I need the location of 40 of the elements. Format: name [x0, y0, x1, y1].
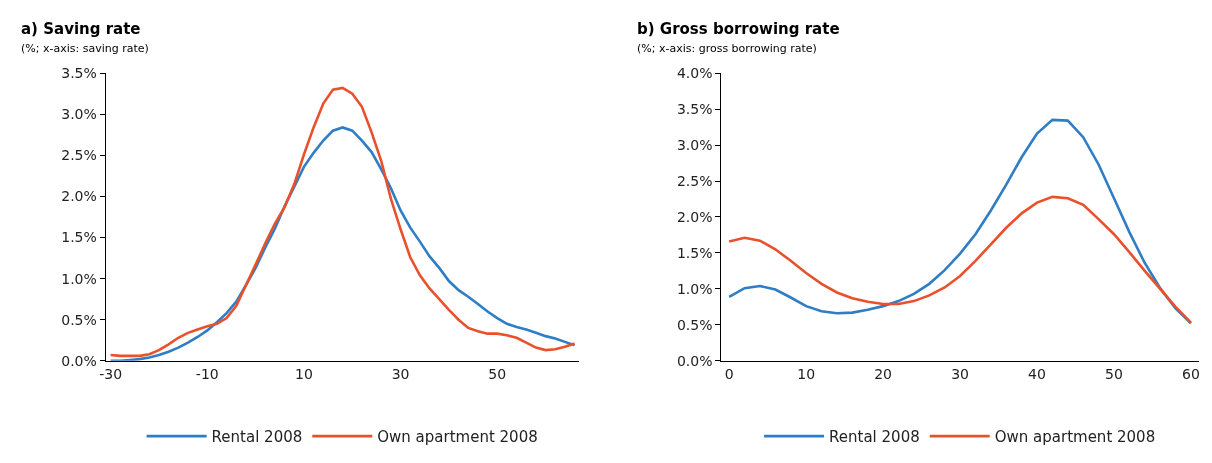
- y-tick-label: 1.0%: [676, 280, 713, 297]
- chart-subtitle: (%; x-axis: gross borrowing rate): [637, 42, 817, 55]
- y-tick-label: 2.0%: [676, 208, 713, 225]
- x-tick-label: 30: [391, 365, 410, 382]
- x-tick-label: -10: [195, 365, 219, 382]
- y-tick-label: 0.0%: [61, 352, 97, 369]
- x-tick-label: 40: [1028, 365, 1046, 382]
- y-tick-label: 3.0%: [676, 136, 713, 153]
- y-tick-label: 0.5%: [676, 316, 713, 333]
- legend-label: Own apartment 2008: [994, 427, 1156, 446]
- y-tick-label: 4.0%: [676, 65, 713, 82]
- y-tick-label: 2.5%: [61, 147, 97, 164]
- y-tick-label: 3.0%: [61, 106, 97, 123]
- chart-title: a) Saving rate: [21, 20, 141, 38]
- y-tick-label: 1.5%: [61, 229, 97, 246]
- line-series: [727, 195, 1193, 324]
- x-tick-label: 0: [724, 365, 734, 382]
- x-tick-label: 60: [1182, 365, 1200, 382]
- chart-title: b) Gross borrowing rate: [637, 20, 840, 38]
- y-tick-label: 3.5%: [676, 101, 713, 118]
- y-tick-label: 1.0%: [61, 270, 97, 287]
- x-tick-label: 30: [951, 365, 969, 382]
- x-tick-label: 20: [874, 365, 893, 382]
- x-tick-label: 10: [797, 365, 816, 382]
- y-tick-label: 3.5%: [61, 65, 97, 82]
- y-tick-label: 0.5%: [61, 311, 97, 328]
- y-tick-label: 2.0%: [61, 188, 97, 205]
- x-tick-label: 50: [488, 365, 507, 382]
- y-tick-label: 0.0%: [676, 352, 713, 369]
- chart-subtitle: (%; x-axis: saving rate): [21, 42, 149, 55]
- legend-label: Rental 2008: [211, 427, 303, 446]
- y-tick-label: 2.5%: [676, 172, 713, 189]
- line-series: [727, 118, 1193, 325]
- x-tick-label: 10: [295, 365, 313, 382]
- legend-label: Rental 2008: [829, 427, 920, 446]
- y-tick-label: 1.5%: [676, 244, 713, 261]
- legend-label: Own apartment 2008: [377, 427, 538, 446]
- line-series: [109, 86, 576, 358]
- x-tick-label: -30: [99, 365, 123, 382]
- x-tick-label: 50: [1105, 365, 1123, 382]
